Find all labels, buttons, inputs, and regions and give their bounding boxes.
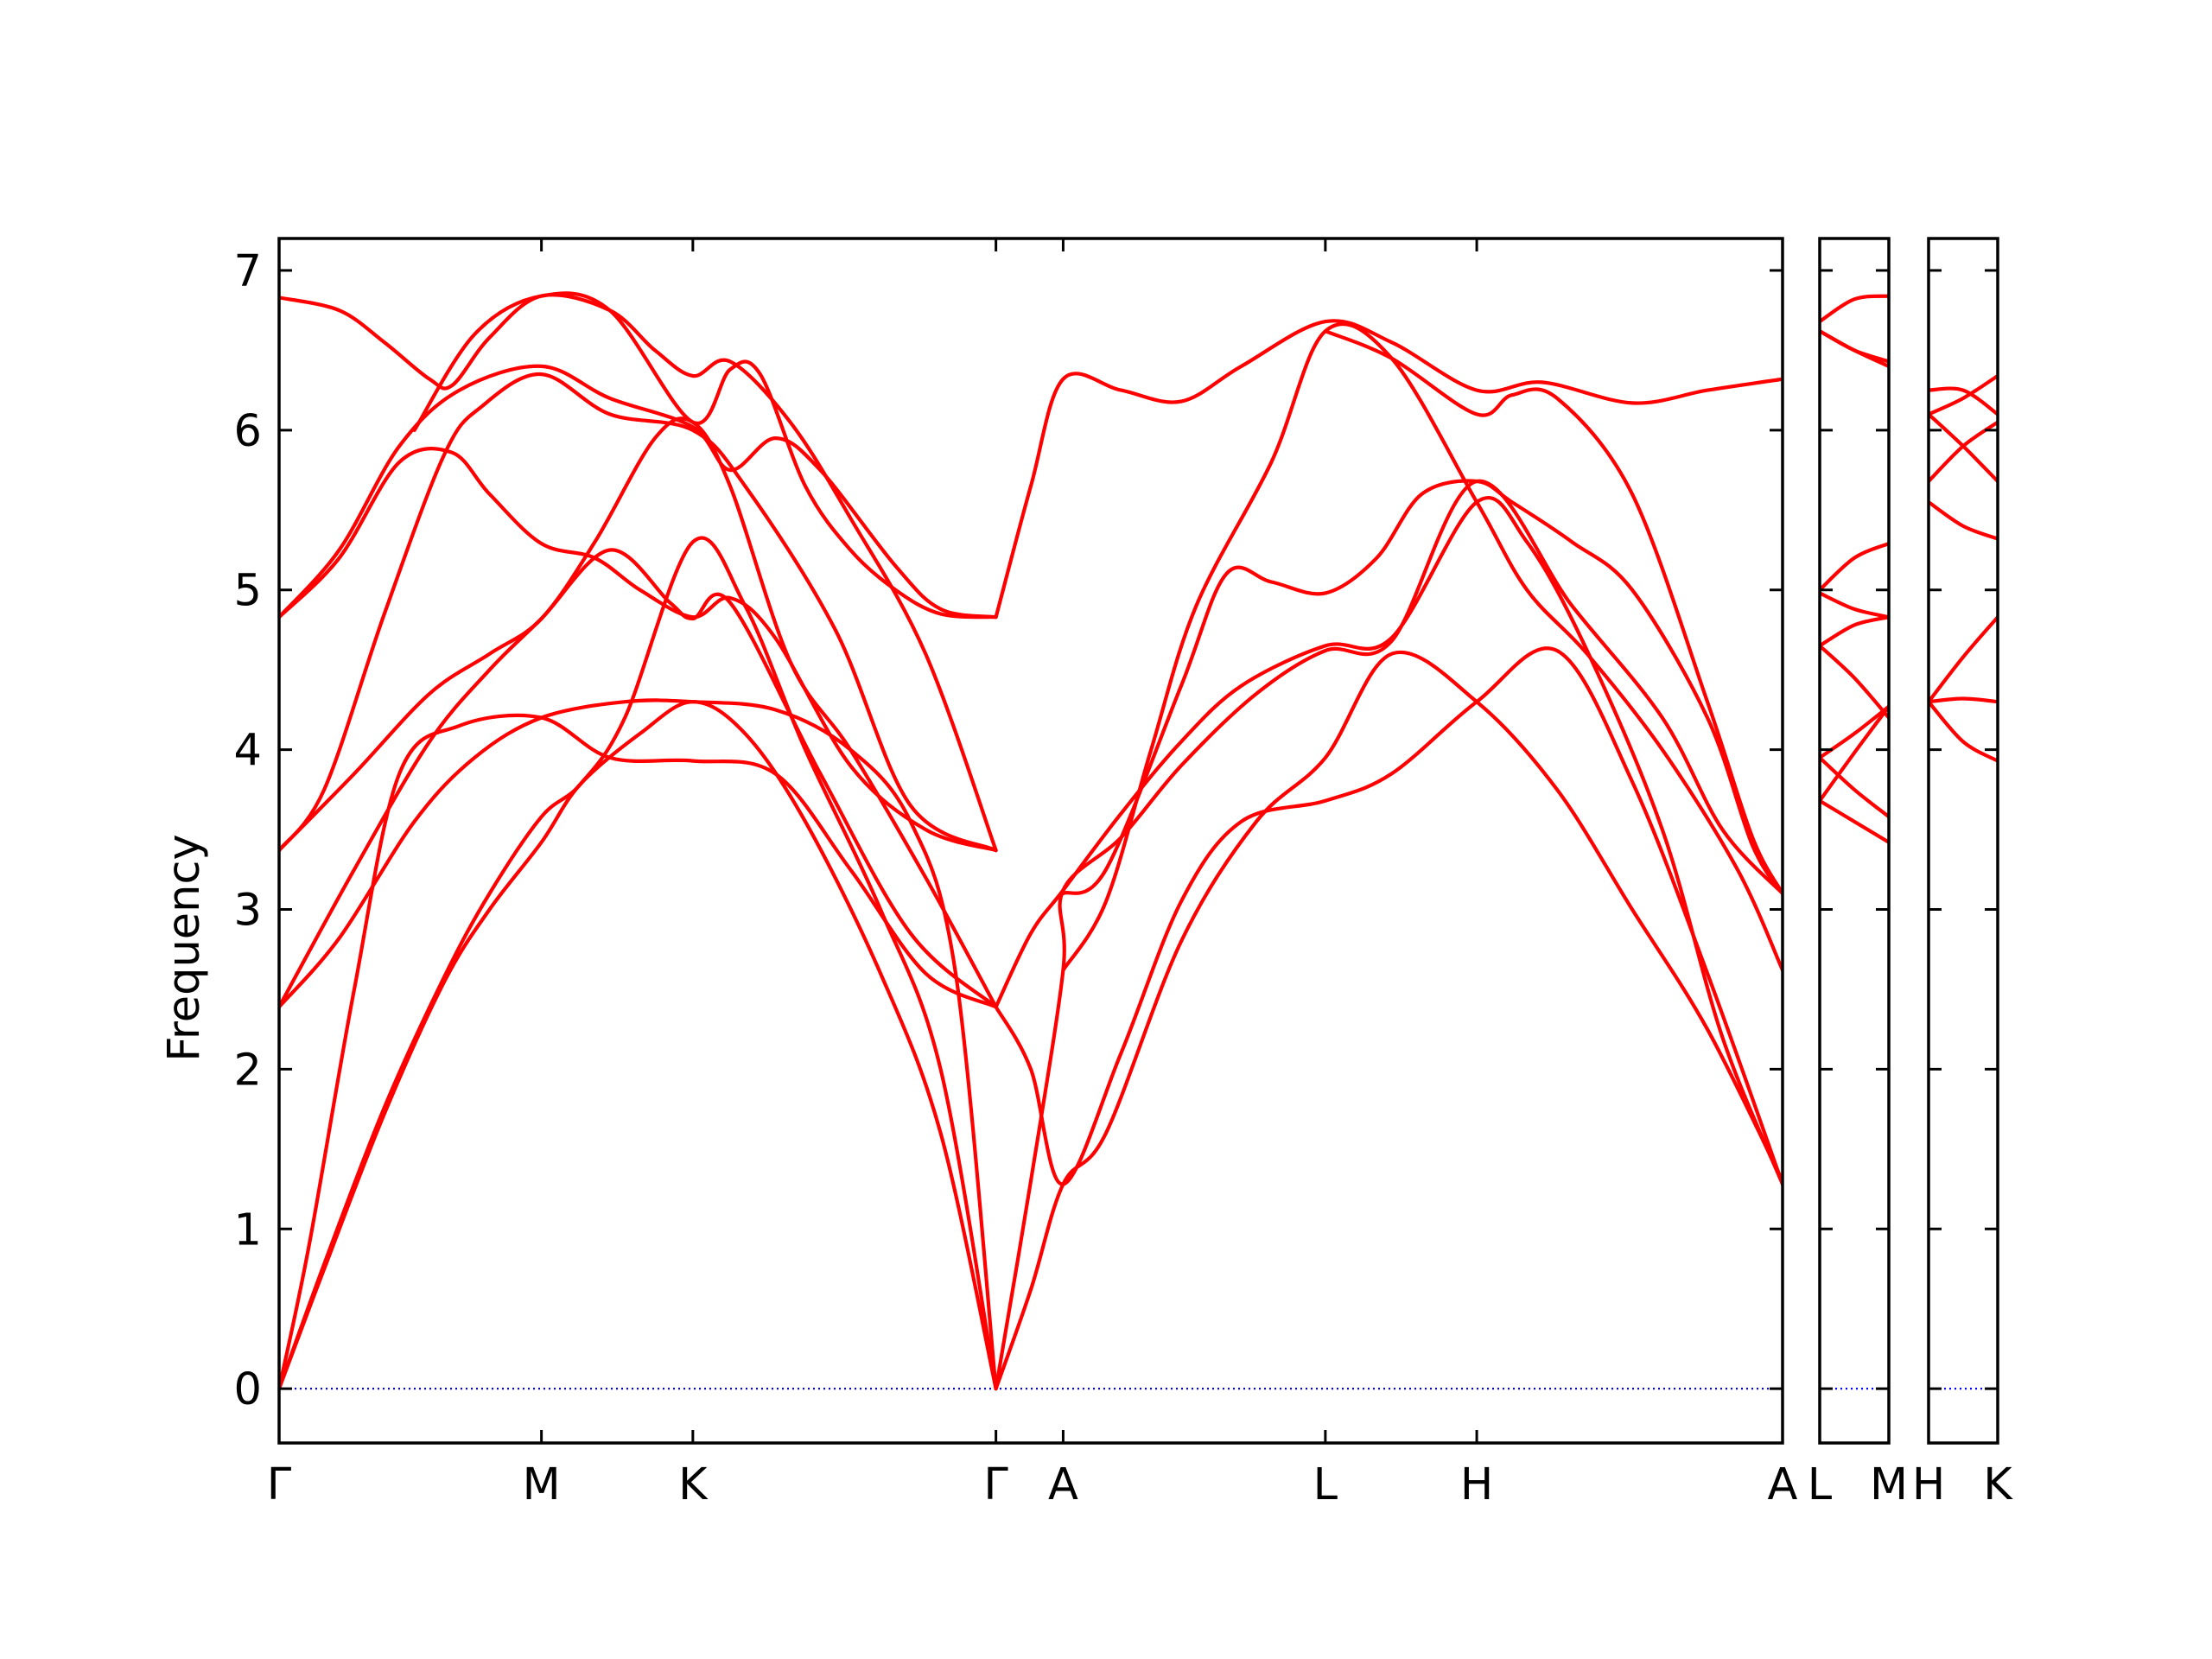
band-series-1: [1929, 386, 1998, 416]
y-tick-label: 4: [234, 726, 262, 777]
x-tick-label: H: [1460, 1459, 1493, 1510]
panel-frame: [277, 237, 1784, 1445]
band-series-8: [1820, 704, 1889, 760]
band-series-4: [1929, 420, 1998, 484]
band-series-7: [1820, 644, 1889, 720]
band-series-6: [1929, 615, 1998, 704]
band-series-1: [279, 700, 998, 1391]
y-tick-label: 3: [234, 885, 262, 936]
band-series-4: [279, 698, 998, 1391]
band-series-11: [412, 291, 998, 620]
band-series-4: [1820, 542, 1889, 592]
y-tick-label: 5: [234, 566, 262, 617]
band-series-3: [1820, 329, 1889, 364]
band-series-8: [279, 447, 998, 853]
band-series-10: [279, 293, 998, 853]
band-series-11: [1820, 704, 1889, 803]
y-tick-label: 1: [234, 1205, 262, 1255]
x-tick-label: A: [1768, 1459, 1798, 1510]
x-tick-label: M: [1870, 1459, 1908, 1510]
band-series-5: [1929, 500, 1998, 541]
y-axis-title: Frequency: [159, 834, 210, 1061]
band-series-17: [994, 495, 1783, 1186]
band-series-6: [279, 416, 998, 1009]
x-tick-label: Γ: [267, 1459, 292, 1510]
band-series-18: [994, 650, 1783, 1391]
x-tick-label: K: [678, 1459, 709, 1510]
panel-frame: [1818, 237, 1891, 1445]
y-tick-label: 7: [234, 246, 262, 297]
x-tick-label: K: [1983, 1459, 2013, 1510]
band-series-12: [994, 319, 1783, 620]
band-series-1: [1820, 294, 1889, 324]
band-series-5: [1820, 591, 1889, 620]
band-group: [1820, 294, 1889, 844]
band-series-10: [1820, 798, 1889, 844]
panel-frame: [1927, 237, 1999, 1445]
band-series-9: [279, 364, 998, 620]
band-group: [1929, 373, 1998, 763]
band-series-19: [994, 479, 1783, 1391]
y-tick-label: 6: [234, 406, 262, 457]
band-group: [279, 291, 1783, 1391]
band-series-6: [1820, 615, 1889, 648]
band-series-16: [994, 646, 1783, 1186]
band-series-5: [279, 548, 998, 1009]
x-tick-label: L: [1808, 1459, 1833, 1510]
x-tick-label: L: [1313, 1459, 1338, 1510]
band-series-7: [279, 372, 998, 853]
y-axis-title-group: Frequency: [159, 834, 210, 1061]
x-tick-label: M: [523, 1459, 561, 1510]
x-tick-label: Γ: [983, 1459, 1008, 1510]
band-series-7: [1929, 696, 1998, 704]
band-series-2: [1929, 373, 1998, 416]
band-series-8: [1929, 700, 1998, 763]
band-series-15: [1061, 321, 1783, 972]
band-series-14: [1061, 479, 1783, 896]
y-tick-label: 0: [234, 1364, 262, 1415]
y-tick-label: 2: [234, 1045, 262, 1096]
band-series-9: [1820, 755, 1889, 819]
band-series-2: [279, 536, 998, 1391]
band-series-13: [1323, 329, 1783, 896]
x-tick-label: A: [1048, 1459, 1078, 1510]
x-tick-label: H: [1912, 1459, 1945, 1510]
